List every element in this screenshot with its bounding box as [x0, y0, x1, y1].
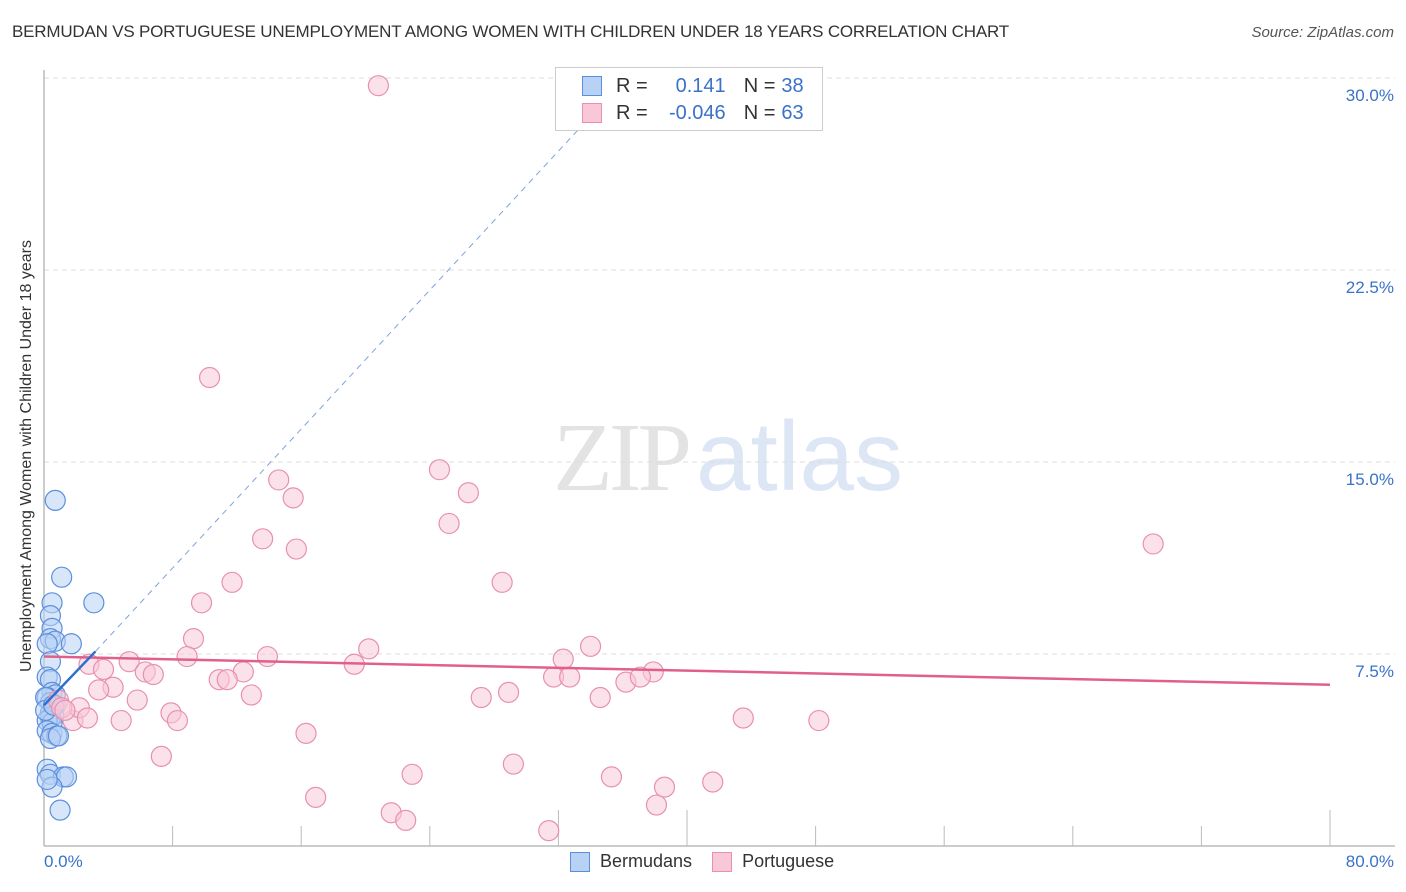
y-tick-7-5: 7.5%: [1355, 662, 1394, 681]
data-point: [190, 592, 213, 614]
data-point: [54, 699, 76, 721]
data-point: [216, 668, 238, 691]
n-value: 38: [781, 74, 804, 97]
data-point: [295, 722, 317, 744]
bermudans-trend-line: [43, 650, 97, 707]
data-point: [198, 366, 221, 389]
data-point: [240, 684, 262, 706]
watermark: ZIPatlas: [553, 400, 903, 514]
portuguese-trend-line: [43, 655, 1331, 686]
data-point: [470, 686, 492, 709]
y-tick-30: 30.0%: [1345, 86, 1394, 105]
legend-item-portuguese[interactable]: Portuguese: [712, 851, 834, 872]
data-point: [44, 489, 66, 511]
data-point: [36, 768, 58, 791]
series-legend: Bermudans Portuguese: [570, 851, 854, 872]
data-point: [252, 528, 274, 550]
data-point: [126, 689, 148, 711]
legend-item-bermudans[interactable]: Bermudans: [570, 851, 692, 872]
data-point: [92, 658, 115, 680]
y-tick-15: 15.0%: [1345, 470, 1394, 489]
bermudans-trend-extension: [95, 116, 591, 652]
data-point: [83, 592, 105, 614]
n-value: 63: [781, 101, 804, 124]
stats-row-bermudans: R = 0.141 N = 38: [582, 73, 804, 99]
n-label: N =: [743, 74, 776, 97]
data-point: [256, 645, 279, 668]
data-point: [176, 645, 198, 668]
data-point: [367, 75, 389, 97]
data-point: [491, 571, 513, 593]
r-value: 0.141: [675, 74, 726, 97]
data-point: [221, 571, 243, 593]
trend-lines: [43, 116, 1331, 707]
source-label: Source: ZipAtlas.com: [1251, 24, 1394, 41]
n-label: N =: [743, 101, 776, 124]
data-point: [88, 679, 110, 701]
data-point: [457, 482, 479, 504]
data-point: [36, 633, 58, 655]
bermudans-swatch: [582, 76, 602, 96]
r-value: -0.046: [668, 101, 726, 124]
data-point: [51, 566, 73, 588]
data-point: [629, 666, 651, 688]
data-point: [559, 666, 581, 688]
data-point: [653, 776, 676, 798]
data-point: [552, 648, 574, 670]
r-label: R =: [616, 101, 648, 124]
data-point: [808, 709, 830, 732]
data-point: [358, 638, 380, 660]
data-point: [268, 469, 290, 491]
bermudans-swatch: [570, 851, 590, 872]
data-point: [182, 628, 205, 650]
legend-label: Portuguese: [742, 851, 835, 871]
y-axis-label: Unemployment Among Women with Children U…: [18, 240, 35, 672]
data-point: [305, 786, 327, 808]
data-point: [497, 681, 520, 704]
data-point: [150, 745, 172, 768]
data-point: [438, 512, 460, 535]
data-point: [142, 663, 164, 686]
axes: [43, 70, 1395, 847]
data-point: [401, 763, 423, 785]
gridlines: [44, 77, 1395, 655]
portuguese-swatch: [712, 851, 733, 872]
x-tick-80: 80.0%: [1345, 852, 1394, 871]
data-point: [732, 707, 754, 729]
data-point: [645, 794, 668, 816]
data-point: [285, 538, 307, 560]
watermark-atlas: atlas: [696, 401, 904, 511]
x-tick-0: 0.0%: [44, 852, 83, 871]
data-point: [428, 459, 451, 481]
data-point: [118, 651, 140, 673]
data-point: [702, 771, 724, 793]
watermark-zip: ZIP: [553, 404, 692, 512]
data-point: [589, 686, 611, 709]
portuguese-points: [47, 75, 1164, 842]
data-point: [538, 820, 560, 842]
stats-legend: R = 0.141 N = 38 R = -0.046 N = 63: [555, 67, 823, 131]
data-point: [1142, 533, 1164, 555]
data-point: [47, 725, 70, 747]
r-label: R =: [616, 74, 648, 97]
data-point: [76, 707, 99, 729]
data-point: [600, 766, 623, 788]
y-tick-22-5: 22.5%: [1345, 278, 1394, 297]
data-point: [502, 753, 524, 775]
legend-label: Bermudans: [600, 851, 693, 871]
data-point: [49, 799, 71, 821]
chart-title: BERMUDAN VS PORTUGUESE UNEMPLOYMENT AMON…: [12, 22, 1009, 41]
portuguese-swatch: [582, 103, 602, 123]
data-point: [60, 633, 82, 655]
stats-row-portuguese: R = -0.046 N = 63: [582, 100, 804, 126]
data-point: [166, 709, 189, 732]
data-point: [110, 709, 132, 732]
data-point: [282, 487, 304, 509]
data-point: [579, 635, 602, 657]
data-point: [395, 809, 417, 832]
